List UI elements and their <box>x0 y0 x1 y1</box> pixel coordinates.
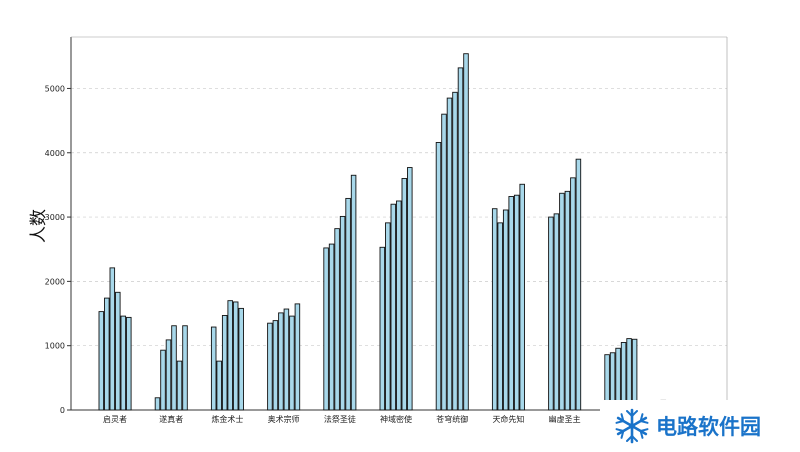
y-axis-label: 人数 <box>29 209 49 243</box>
watermark: 电路软件园 <box>600 400 800 452</box>
bar-2-0 <box>210 326 217 411</box>
bar-4-4 <box>345 197 351 411</box>
category-label: 幽虚圣主 <box>549 414 581 424</box>
bar-4-3 <box>339 215 346 411</box>
y-tick-label: 1000 <box>45 342 65 351</box>
y-tick-label: 4000 <box>45 149 65 158</box>
bar-0-2 <box>109 267 116 411</box>
bar-6-4 <box>457 67 464 411</box>
y-ticks: 0 1000 2000 3000 4000 5000 <box>45 84 71 415</box>
bar-8-5 <box>575 158 582 411</box>
bar-2-5 <box>238 307 244 411</box>
bar-6-0 <box>435 142 442 411</box>
bar-6-5 <box>463 53 469 411</box>
bar-7-5 <box>519 183 525 411</box>
bar-2-3 <box>227 300 233 411</box>
category-label: 天命先知 <box>492 414 524 424</box>
snowflake-icon <box>615 408 649 444</box>
bar-4-0 <box>323 247 329 411</box>
bar-2-2 <box>221 315 228 411</box>
bar-9-3 <box>620 342 627 411</box>
bar-1-1 <box>160 349 166 411</box>
bar-6-1 <box>441 113 447 411</box>
bar-0-5 <box>126 316 132 411</box>
category-label: 神域密使 <box>380 414 412 424</box>
bar-1-5 <box>182 325 188 411</box>
bar-3-1 <box>272 320 279 411</box>
bars <box>98 53 694 411</box>
category-label: 遂真者 <box>159 414 183 424</box>
bar-5-0 <box>379 246 386 411</box>
bar-4-5 <box>350 174 357 411</box>
category-label: 启灵者 <box>103 414 127 424</box>
bar-9-5 <box>631 338 638 411</box>
y-tick-label: 5000 <box>45 84 65 93</box>
bar-6-2 <box>446 97 453 411</box>
grid-lines <box>71 88 727 347</box>
bar-8-3 <box>564 190 571 411</box>
bar-1-4 <box>176 360 183 411</box>
bar-8-2 <box>559 192 565 411</box>
bar-3-3 <box>283 308 290 411</box>
bar-1-2 <box>165 339 172 411</box>
bar-1-3 <box>171 325 177 411</box>
bar-5-5 <box>407 167 413 411</box>
bar-0-3 <box>115 291 121 411</box>
bar-7-0 <box>491 208 498 411</box>
bar-6-3 <box>452 91 458 411</box>
bar-1-0 <box>154 397 161 411</box>
bar-0-1 <box>104 297 110 411</box>
bar-3-0 <box>267 322 273 411</box>
bar-8-4 <box>570 177 576 411</box>
bar-8-0 <box>548 216 554 411</box>
y-tick-label: 2000 <box>45 277 65 286</box>
bar-0-4 <box>120 315 127 411</box>
category-label: 苍穹统御 <box>436 414 468 424</box>
watermark-text: 电路软件园 <box>656 415 761 439</box>
category-label: 法祭圣徒 <box>324 414 356 424</box>
bar-7-4 <box>513 194 520 411</box>
bar-7-1 <box>497 222 503 411</box>
category-label: 奥术宗师 <box>268 414 300 424</box>
bar-7-3 <box>508 196 514 411</box>
bar-5-4 <box>401 178 408 411</box>
bar-7-2 <box>502 209 509 411</box>
bar-3-2 <box>278 312 284 411</box>
bar-5-1 <box>385 222 391 411</box>
category-labels: 启灵者 遂真者 炼金术士 奥术宗师 法祭圣徒 神域密使 苍穹统御 天命先知 幽虚圣主 <box>103 414 581 424</box>
y-tick-label: 3000 <box>45 213 65 222</box>
bar-8-1 <box>553 213 560 411</box>
bar-2-4 <box>232 301 239 411</box>
category-label: 炼金术士 <box>211 414 243 424</box>
bar-9-4 <box>626 338 632 411</box>
bar-2-1 <box>216 360 222 411</box>
bar-0-0 <box>98 311 105 411</box>
bar-3-4 <box>289 315 295 411</box>
y-tick-label: 0 <box>60 406 65 415</box>
bar-3-5 <box>294 303 301 411</box>
bar-5-3 <box>396 200 402 411</box>
bar-4-1 <box>328 243 335 411</box>
bar-4-2 <box>334 228 340 411</box>
bar-5-2 <box>390 203 397 411</box>
